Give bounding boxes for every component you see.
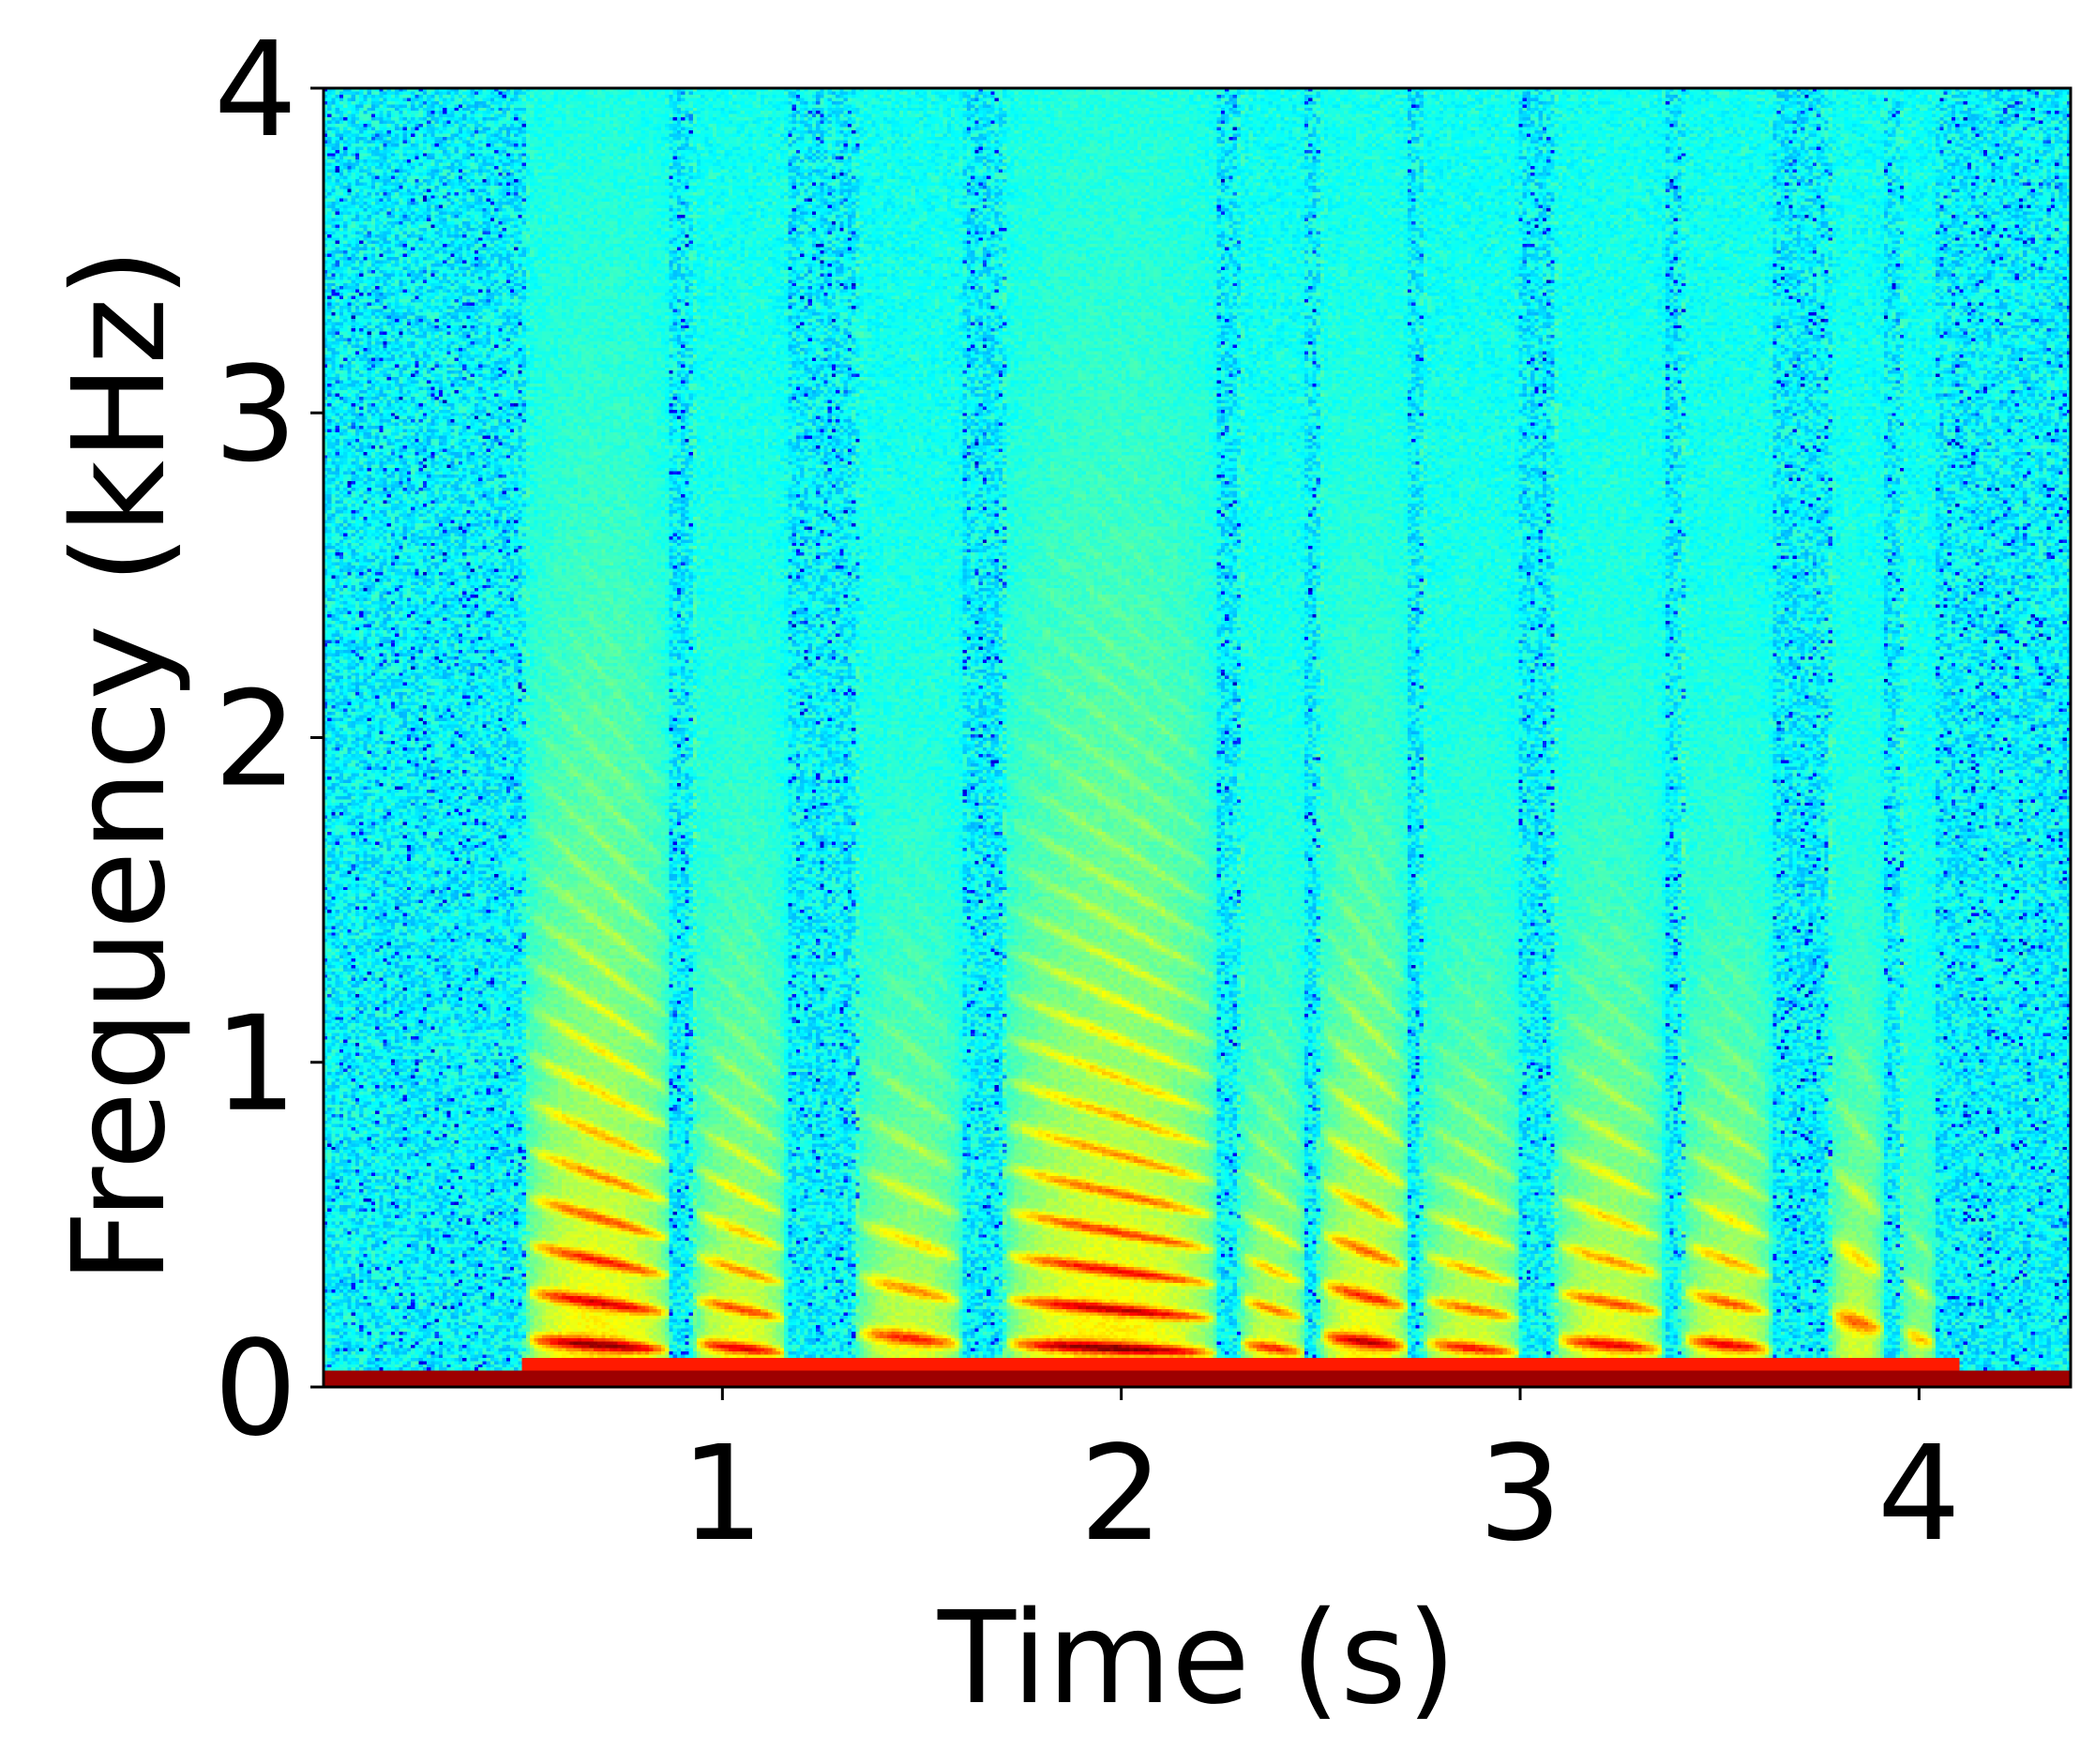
x-axis-label: Time (s) — [937, 1585, 1456, 1733]
x-tick-label: 1 — [681, 1418, 764, 1571]
y-axis-ticks: 0 1 2 3 4 — [214, 14, 324, 1466]
y-axis-label: Frequency (kHz) — [46, 248, 194, 1283]
x-axis-ticks: 1 2 3 4 — [681, 1387, 1961, 1571]
y-tick-label: 3 — [214, 339, 297, 491]
y-tick-label: 4 — [214, 14, 297, 167]
spectrogram-heatmap — [324, 88, 2071, 1387]
plot-area — [322, 86, 2072, 1389]
y-tick-label: 2 — [214, 664, 297, 817]
x-tick-label: 2 — [1079, 1418, 1163, 1571]
x-tick-label: 3 — [1478, 1418, 1561, 1571]
x-tick-label: 4 — [1877, 1418, 1961, 1571]
y-tick-label: 1 — [214, 988, 297, 1141]
y-tick-label: 0 — [214, 1313, 297, 1466]
